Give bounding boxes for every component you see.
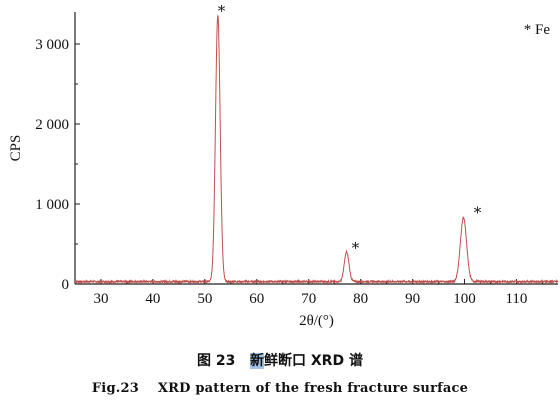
x-axis-label: 2θ/(°) <box>299 313 334 329</box>
x-tick-label: 80 <box>353 291 368 307</box>
peak-asterisk: * <box>218 2 226 20</box>
caption-cn-highlight: 新 <box>250 353 265 369</box>
x-axis: 30 40 50 60 70 80 90 100 110 <box>93 279 543 307</box>
y-axis-label: CPS <box>8 135 24 162</box>
x-tick-label: 50 <box>197 291 212 307</box>
caption-english: Fig.23 XRD pattern of the fresh fracture… <box>91 381 469 396</box>
caption-cn-rest: 鲜断口 XRD 谱 <box>264 353 363 369</box>
peak-asterisk: * <box>474 204 482 222</box>
x-tick-label: 60 <box>249 291 264 307</box>
plot-frame <box>74 12 558 285</box>
peak-asterisk: * <box>352 239 360 257</box>
x-tick-label: 70 <box>301 291 316 307</box>
y-tick-label: 1 000 <box>35 197 69 213</box>
x-tick-label: 30 <box>93 291 108 307</box>
x-tick-label: 100 <box>453 291 476 307</box>
x-tick-label: 40 <box>145 291 160 307</box>
x-tick-label: 90 <box>405 291 420 307</box>
peak-annotations: * * * <box>218 2 482 257</box>
caption-chinese: 图 23 新鲜断口 XRD 谱 <box>0 350 560 370</box>
caption-cn-prefix: 图 23 <box>197 353 251 369</box>
xrd-series-line <box>74 14 559 285</box>
y-tick-label: 0 <box>62 277 70 293</box>
x-tick-label: 110 <box>505 291 527 307</box>
legend-fe: * Fe <box>524 22 551 38</box>
y-tick-label: 3 000 <box>35 37 69 53</box>
y-axis: 0 1 000 2 000 3 000 <box>35 37 80 293</box>
y-tick-label: 2 000 <box>35 117 69 133</box>
